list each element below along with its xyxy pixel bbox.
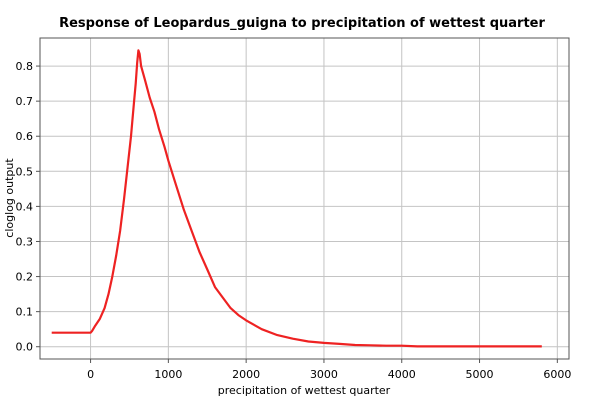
y-tick-label: 0.0 bbox=[16, 341, 34, 354]
y-tick-label: 0.5 bbox=[16, 165, 34, 178]
x-tick-label: 5000 bbox=[466, 368, 494, 381]
y-axis-label: cloglog output bbox=[3, 158, 16, 238]
x-axis-label: precipitation of wettest quarter bbox=[218, 384, 391, 397]
y-tick-label: 0.3 bbox=[16, 235, 34, 248]
y-tick-label: 0.7 bbox=[16, 95, 34, 108]
axis-ticks: 0 1000 2000 3000 4000 5000 6000 0.0 0.1 0.2 0.3 0.4… bbox=[16, 60, 572, 381]
y-tick-label: 0.4 bbox=[16, 200, 34, 213]
chart-title: Response of Leopardus_guigna to precipit… bbox=[59, 16, 545, 31]
x-tick-label: 4000 bbox=[388, 368, 416, 381]
grid bbox=[40, 38, 569, 359]
y-tick-label: 0.8 bbox=[16, 60, 34, 73]
x-tick-label: 2000 bbox=[232, 368, 260, 381]
x-tick-label: 3000 bbox=[310, 368, 338, 381]
y-tick-label: 0.1 bbox=[16, 306, 34, 319]
plot-frame bbox=[39, 37, 570, 360]
x-tick-label: 0 bbox=[87, 368, 94, 381]
response-curve bbox=[51, 49, 542, 348]
y-tick-label: 0.6 bbox=[16, 130, 34, 143]
y-tick-label: 0.2 bbox=[16, 271, 34, 284]
x-tick-label: 1000 bbox=[154, 368, 182, 381]
x-tick-label: 6000 bbox=[543, 368, 571, 381]
